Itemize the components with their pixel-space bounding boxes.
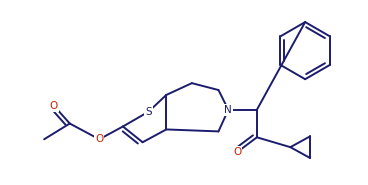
Text: O: O (95, 134, 103, 144)
Text: N: N (224, 105, 232, 115)
Text: S: S (145, 107, 152, 117)
Text: O: O (233, 147, 241, 157)
Text: O: O (50, 101, 58, 111)
